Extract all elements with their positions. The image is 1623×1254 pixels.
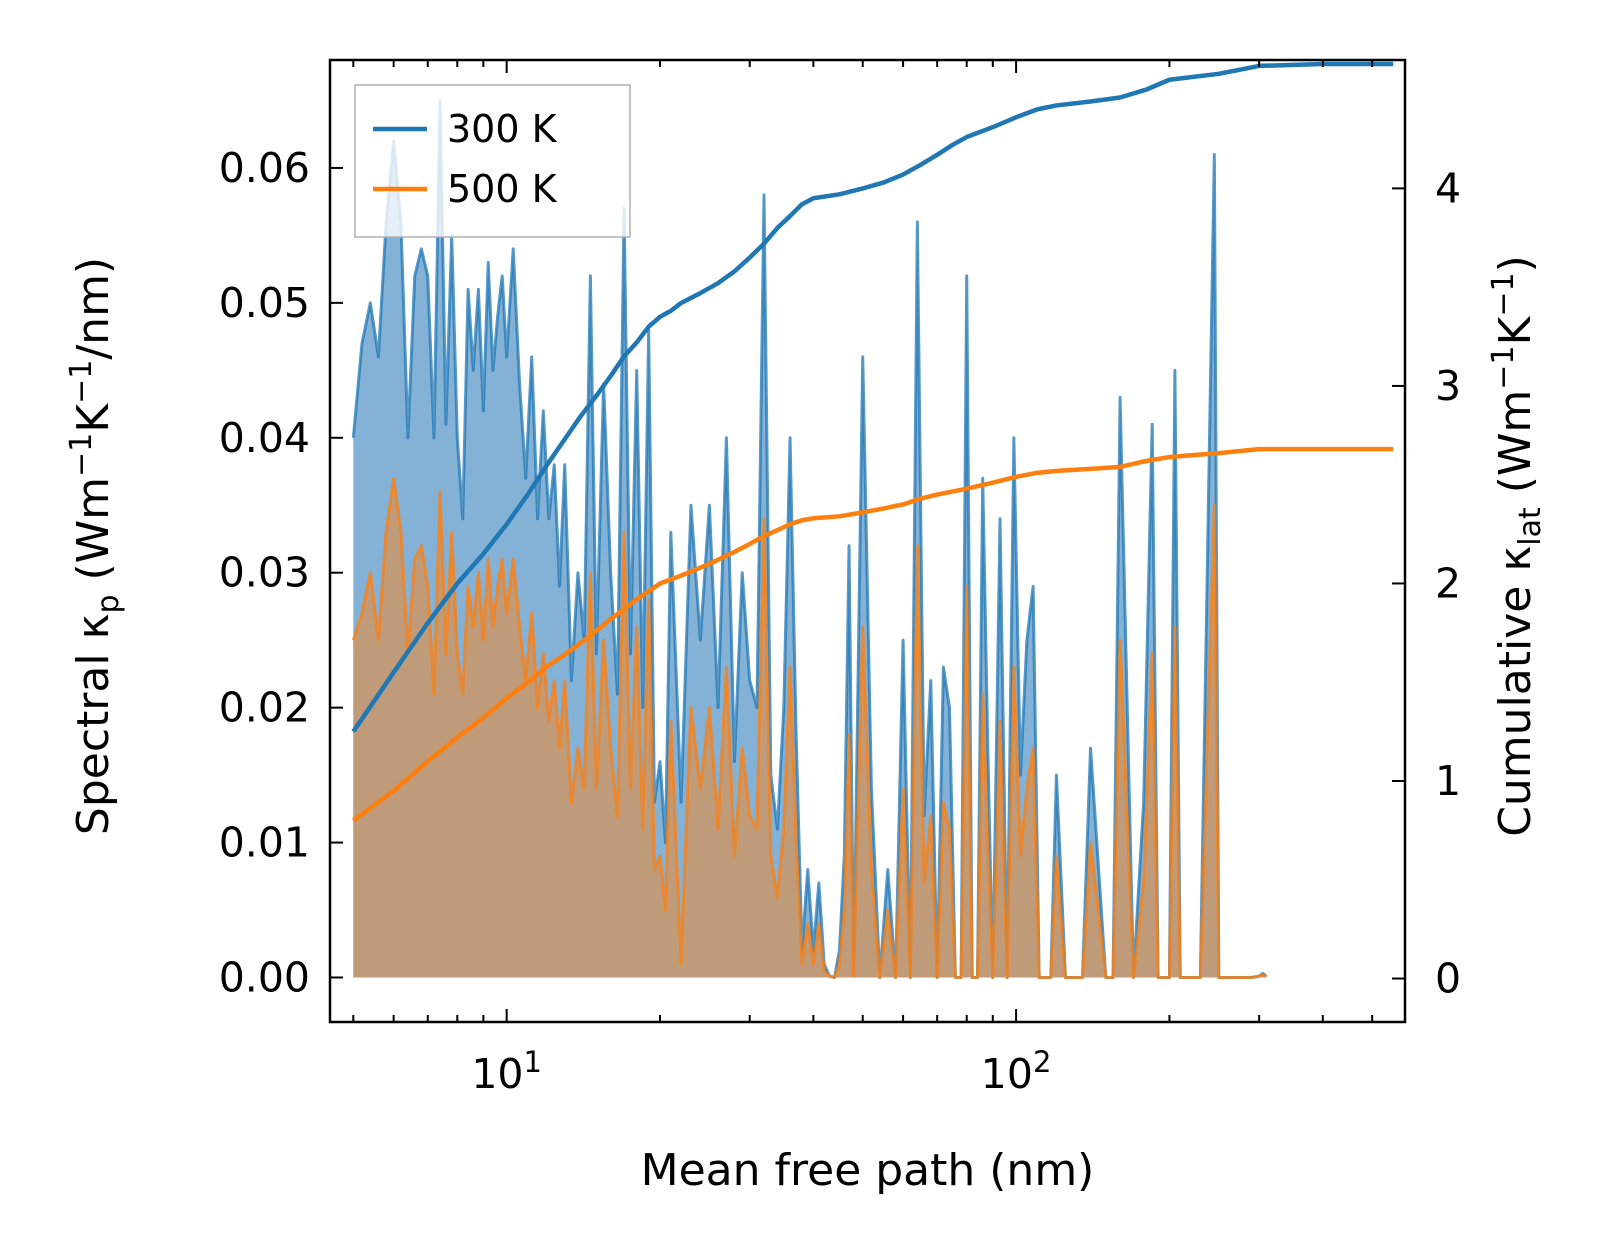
y-left-tick-label-2: 0.02 bbox=[219, 684, 310, 732]
y-left-tick-label-0: 0.00 bbox=[219, 953, 310, 1001]
x-tick-label-1: 102 bbox=[981, 1045, 1052, 1098]
y-left-tick-label-5: 0.05 bbox=[219, 279, 310, 327]
legend: 300 K 500 K bbox=[354, 84, 631, 238]
y-left-axis-label: Spectral κp (Wm−1K−1/nm) bbox=[64, 257, 126, 835]
y-right-tick-label-3: 3 bbox=[1435, 362, 1461, 410]
legend-label-1: 500 K bbox=[447, 167, 558, 211]
y-right-tick-label-0: 0 bbox=[1435, 955, 1461, 1003]
y-right-tick-label-1: 1 bbox=[1435, 757, 1461, 805]
y-right-tick-label-2: 2 bbox=[1435, 559, 1461, 607]
plot-frame bbox=[328, 58, 1407, 1024]
y-left-tick-label-1: 0.01 bbox=[219, 819, 310, 867]
y-left-tick-label-3: 0.03 bbox=[219, 549, 310, 597]
spectral-area-0 bbox=[353, 100, 1267, 978]
x-axis-label: Mean free path (nm) bbox=[641, 1145, 1095, 1196]
y-left-tick-label-4: 0.04 bbox=[219, 414, 310, 462]
x-tick-label-0: 101 bbox=[471, 1045, 542, 1098]
spectral-area-1 bbox=[353, 478, 1267, 978]
y-left-tick-label-6: 0.06 bbox=[219, 144, 310, 192]
spectral-line-1 bbox=[351, 476, 1267, 979]
legend-label-0: 300 K bbox=[447, 107, 558, 151]
axis-labels: 101 102 0.00 0.01 0.02 0.03 0.04 0.05 0.06 0 1 2 3 4 M… bbox=[64, 144, 1548, 1196]
cumulative-line-0 bbox=[351, 61, 1394, 733]
plot-area bbox=[351, 61, 1394, 979]
axes bbox=[328, 58, 1407, 1024]
y-right-tick-label-4: 4 bbox=[1435, 164, 1461, 212]
legend-box bbox=[354, 84, 631, 238]
cumulative-line-1 bbox=[351, 446, 1394, 823]
y-right-axis-label: Cumulative κlat (Wm−1K−1) bbox=[1486, 255, 1548, 837]
